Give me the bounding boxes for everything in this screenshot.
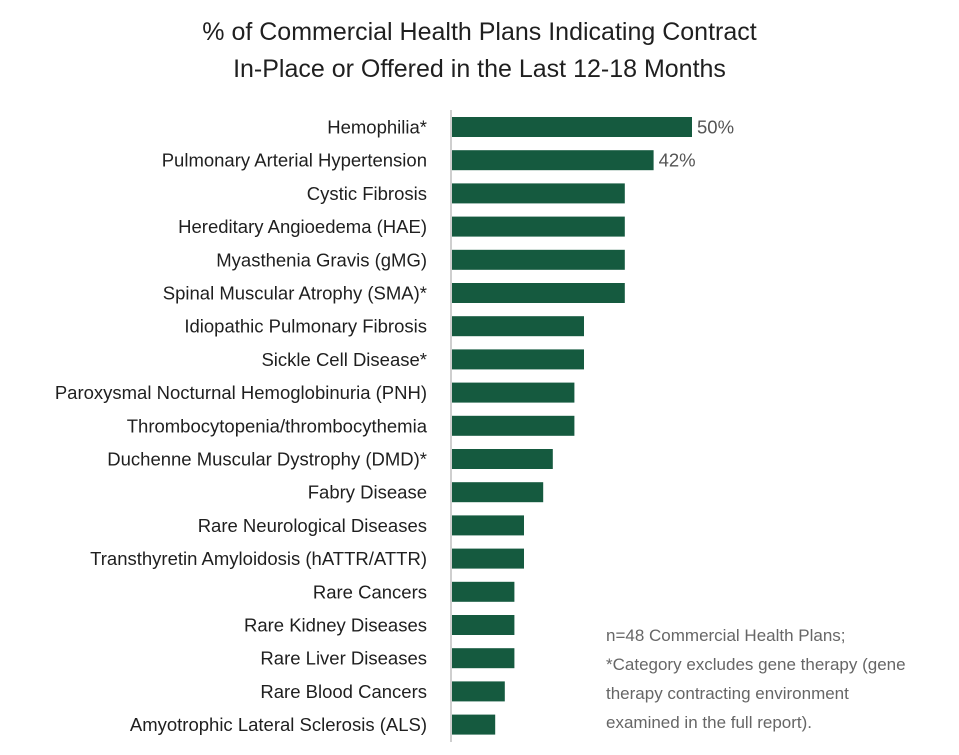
bar bbox=[452, 117, 692, 137]
bar bbox=[452, 415, 575, 436]
bar bbox=[452, 249, 625, 270]
category-label: Rare Blood Cancers bbox=[260, 681, 427, 702]
category-label: Duchenne Muscular Dystrophy (DMD)* bbox=[107, 449, 427, 470]
category-label: Rare Cancers bbox=[313, 581, 427, 602]
bar bbox=[452, 515, 524, 536]
bar bbox=[452, 681, 505, 702]
bar bbox=[452, 150, 654, 171]
data-label: 42% bbox=[659, 150, 696, 171]
category-label: Cystic Fibrosis bbox=[307, 183, 427, 204]
bar bbox=[452, 283, 625, 303]
footnote-line-2: *Category excludes gene therapy (gene bbox=[606, 655, 906, 674]
footnote-line-4: examined in the full report). bbox=[606, 713, 812, 732]
category-label: Spinal Muscular Atrophy (SMA)* bbox=[163, 283, 427, 304]
bar bbox=[452, 714, 496, 735]
bar bbox=[452, 581, 515, 602]
category-label: Amyotrophic Lateral Sclerosis (ALS) bbox=[130, 714, 427, 735]
category-label: Hereditary Angioedema (HAE) bbox=[178, 216, 427, 237]
category-label: Fabry Disease bbox=[308, 482, 427, 503]
category-label: Rare Neurological Diseases bbox=[198, 515, 427, 536]
bar bbox=[452, 482, 544, 503]
footnote-line-3: therapy contracting environment bbox=[606, 684, 849, 703]
category-label: Paroxysmal Nocturnal Hemoglobinuria (PNH… bbox=[55, 382, 427, 403]
category-label: Thrombocytopenia/thrombocythemia bbox=[127, 415, 428, 436]
bar bbox=[452, 615, 515, 635]
chart-title-line-1: % of Commercial Health Plans Indicating … bbox=[202, 18, 757, 46]
bar bbox=[452, 449, 553, 469]
category-label: Idiopathic Pulmonary Fibrosis bbox=[184, 316, 427, 337]
bar bbox=[452, 316, 584, 337]
data-label: 50% bbox=[697, 117, 734, 138]
footnote: n=48 Commercial Health Plans; *Category … bbox=[606, 621, 956, 737]
category-label: Hemophilia* bbox=[327, 117, 427, 138]
category-label: Rare Kidney Diseases bbox=[244, 615, 427, 636]
chart-title-line-2: In-Place or Offered in the Last 12-18 Mo… bbox=[233, 55, 726, 83]
bar bbox=[452, 183, 625, 204]
footnote-line-1: n=48 Commercial Health Plans; bbox=[606, 626, 846, 645]
category-label: Sickle Cell Disease* bbox=[261, 349, 427, 370]
bar bbox=[452, 216, 625, 237]
category-label: Rare Liver Diseases bbox=[260, 648, 427, 669]
bar bbox=[452, 648, 515, 669]
bar bbox=[452, 548, 524, 569]
category-label: Pulmonary Arterial Hypertension bbox=[162, 150, 427, 171]
bar bbox=[452, 349, 584, 370]
chart-title: % of Commercial Health Plans Indicating … bbox=[0, 14, 959, 88]
category-label: Myasthenia Gravis (gMG) bbox=[216, 249, 427, 270]
bar bbox=[452, 382, 575, 403]
category-label: Transthyretin Amyloidosis (hATTR/ATTR) bbox=[90, 548, 427, 569]
